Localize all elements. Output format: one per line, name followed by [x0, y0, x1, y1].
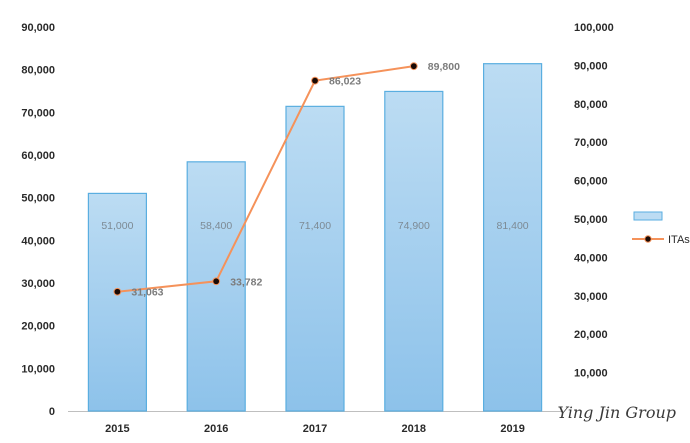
right-axis-tick-label: 70,000 [574, 137, 608, 149]
x-axis-category-label: 2016 [204, 423, 228, 435]
itas-marker-2015 [113, 287, 122, 296]
bar-data-label: 71,400 [299, 220, 331, 232]
left-axis-tick-label: 80,000 [21, 65, 55, 77]
itas-marker-2016 [212, 277, 221, 286]
legend-line-marker [644, 235, 652, 243]
right-axis-tick-label: 30,000 [574, 291, 608, 303]
x-axis-category-label: 2018 [402, 423, 426, 435]
left-axis-tick-label: 10,000 [21, 363, 55, 375]
right-axis-tick-label: 100,000 [574, 22, 614, 34]
right-axis-tick-label: 40,000 [574, 252, 608, 264]
axes-group: 0 10,000 20,000 30,000 40,000 50,000 60,000 70,… [21, 22, 613, 435]
x-axis-category-label: 2019 [500, 423, 524, 435]
legend-label-itas: ITAs [668, 234, 690, 246]
right-axis-tick-label: 80,000 [574, 99, 608, 111]
legend: ITAs [632, 211, 690, 246]
itas-data-label: 86,023 [329, 76, 361, 88]
bar-2015 [87, 192, 148, 412]
itas-marker-2018 [409, 62, 418, 71]
left-axis-tick-label: 20,000 [21, 321, 55, 333]
left-axis-tick-label: 50,000 [21, 193, 55, 205]
right-axis-tick-label: 20,000 [574, 329, 608, 341]
bar-data-label: 81,400 [497, 220, 529, 232]
left-axis-tick-label: 70,000 [21, 107, 55, 119]
itas-line [117, 65, 414, 293]
right-axis-tick-label: 50,000 [574, 214, 608, 226]
legend-bar-swatch [633, 211, 663, 221]
itas-marker-2017 [311, 76, 319, 85]
itas-data-label: 33,782 [230, 276, 262, 288]
bar-2016 [186, 161, 246, 412]
right-axis-tick-label: 90,000 [574, 60, 608, 72]
bar-data-label: 51,000 [101, 220, 133, 232]
left-axis-tick-label: 60,000 [21, 150, 55, 162]
bar-2018 [384, 90, 444, 412]
bars-group: 51,000 58,400 71,400 74,900 81,400 [87, 63, 543, 412]
line-series-group: 31,063 33,782 86,023 89,800 [113, 61, 460, 299]
itas-data-label: 89,800 [428, 61, 460, 73]
x-axis-category-label: 2015 [105, 423, 129, 435]
x-axis-category-label: 2017 [303, 423, 327, 435]
left-axis-tick-label: 30,000 [21, 278, 55, 290]
bar-2017 [285, 105, 345, 412]
bar-2019 [483, 63, 543, 412]
watermark-text: Ying Jin Group [557, 403, 676, 422]
right-axis-tick-label: 60,000 [574, 176, 608, 188]
right-axis-tick-label: 10,000 [574, 368, 608, 380]
itas-data-label: 31,063 [131, 287, 163, 299]
bar-data-label: 58,400 [200, 220, 232, 232]
left-axis-tick-label: 0 [49, 406, 55, 418]
left-axis-tick-label: 90,000 [21, 22, 55, 34]
left-axis-tick-label: 40,000 [21, 235, 55, 247]
bar-data-label: 74,900 [398, 220, 430, 232]
